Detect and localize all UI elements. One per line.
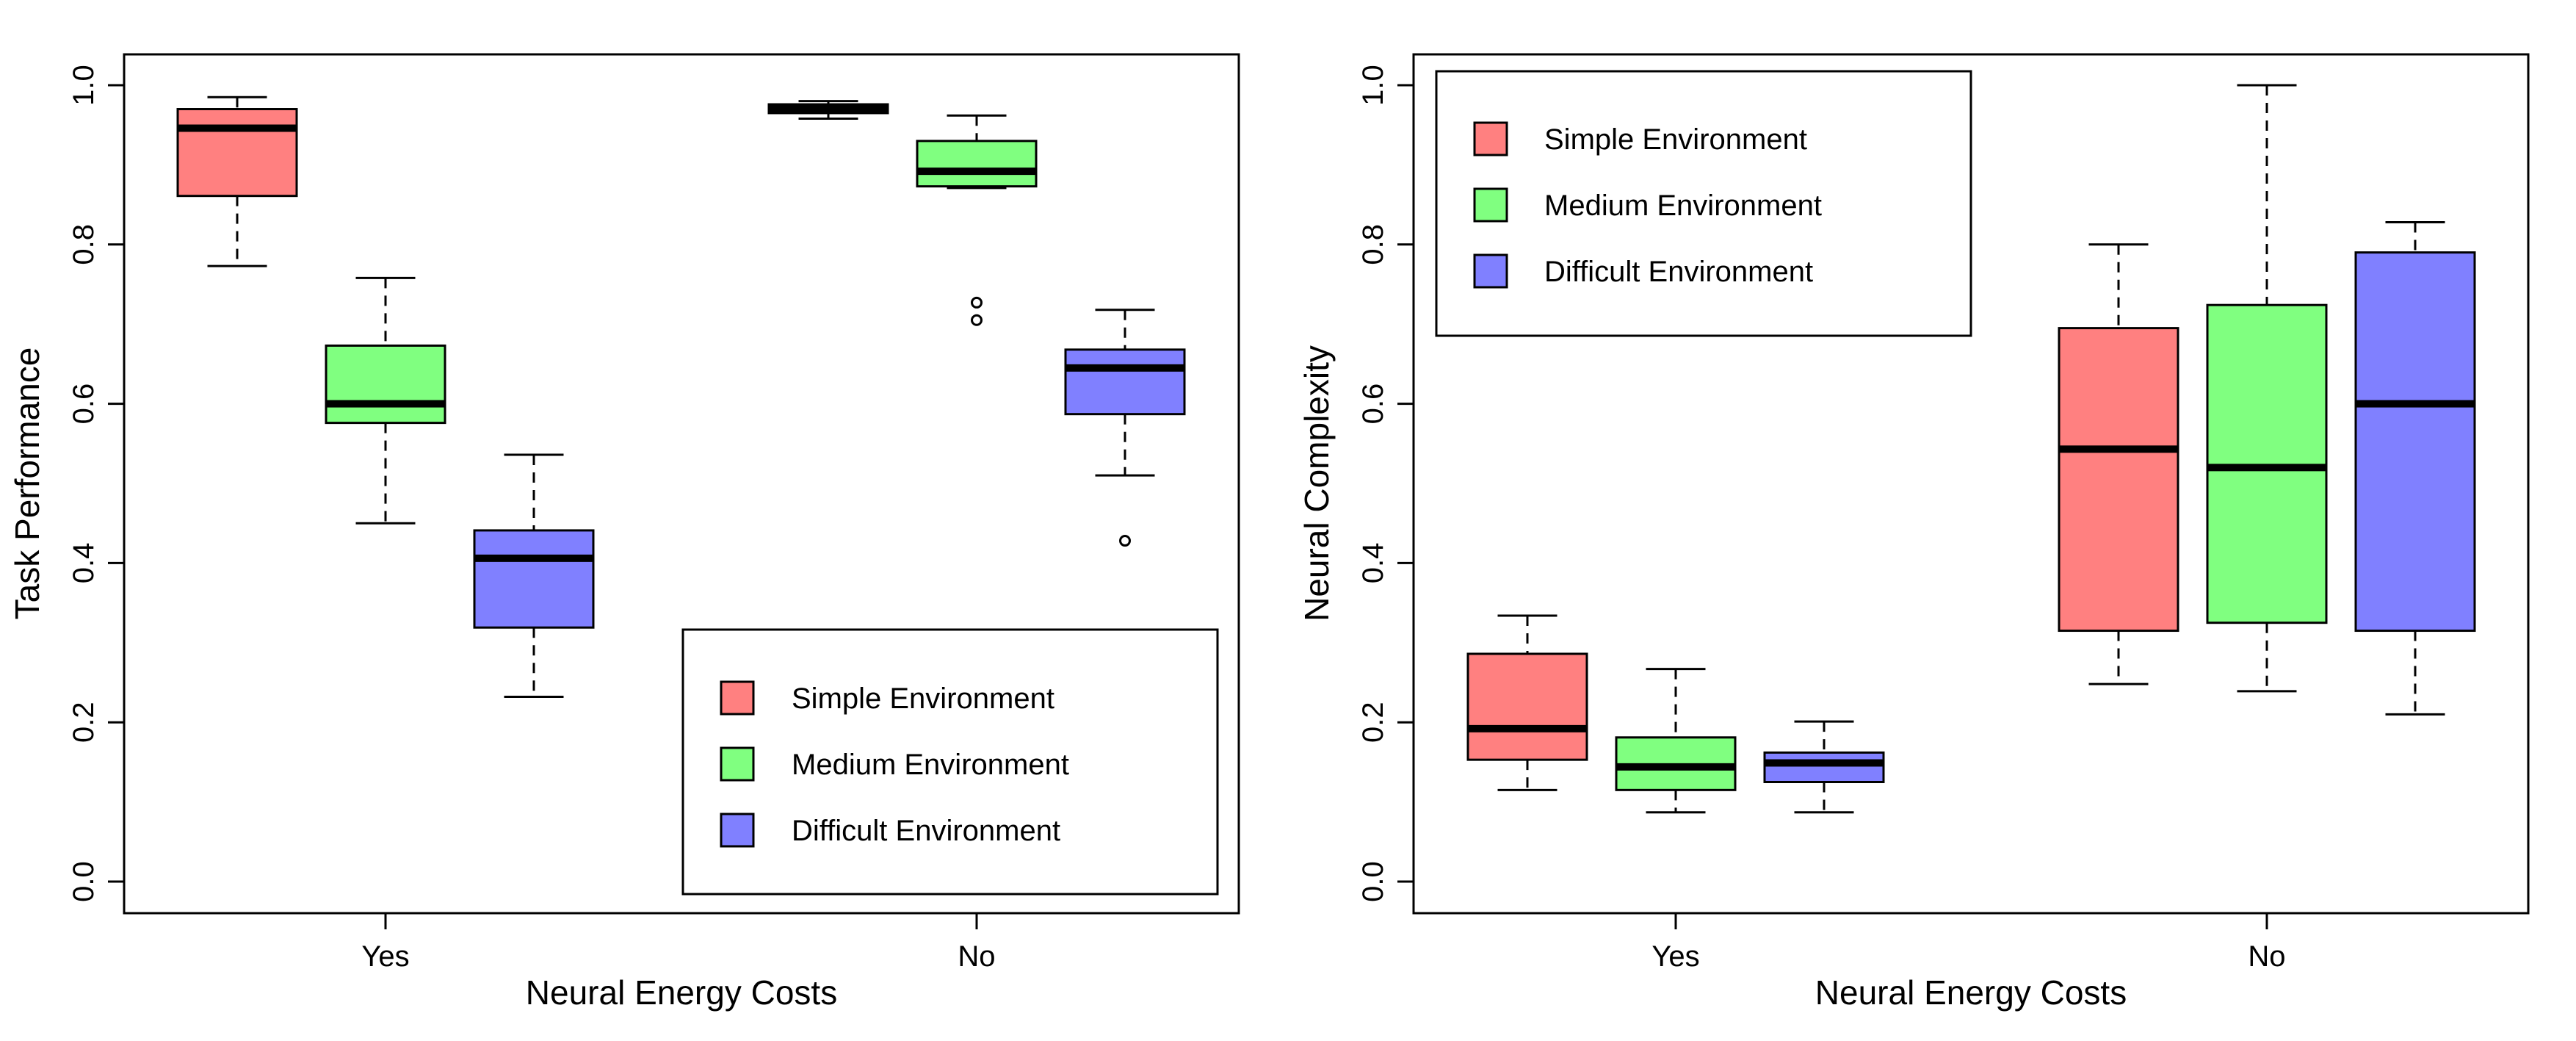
box-medium-environment-yes bbox=[325, 276, 446, 525]
y-tick-label: 0.4 bbox=[68, 543, 100, 584]
legend-label: Difficult Environment bbox=[792, 815, 1060, 847]
legend-swatch bbox=[1473, 187, 1508, 223]
y-tick-label: 1.0 bbox=[68, 65, 100, 106]
y-axis-label: Task Performance bbox=[8, 347, 46, 620]
x-axis-label: Neural Energy Costs bbox=[1815, 973, 2127, 1012]
box-iqr bbox=[325, 344, 446, 425]
chart-panel-2: 0.0 0.2 0.4 0.6 0.8 1.0 Yes No Neural Energy Cos… bbox=[1298, 53, 2530, 1012]
y-tick-label: 0.8 bbox=[68, 224, 100, 265]
legend-label: Medium Environment bbox=[792, 749, 1069, 781]
plot-frame bbox=[1412, 53, 2530, 915]
x-axis-label: Neural Energy Costs bbox=[526, 973, 837, 1012]
chart-panel-1: 0.0 0.2 0.4 0.6 0.8 1.0 Yes No Neural Energy Cos… bbox=[8, 53, 1240, 1012]
x-tick-label: Yes bbox=[361, 940, 409, 973]
plot-frame bbox=[123, 53, 1240, 915]
outlier-point bbox=[1119, 535, 1131, 547]
box-difficult-environment-no bbox=[1064, 309, 1186, 547]
y-tick-label: 0.6 bbox=[68, 383, 100, 425]
y-tick-label: 0.0 bbox=[1357, 861, 1389, 902]
box-simple-environment-yes bbox=[1466, 614, 1588, 791]
box-simple-environment-yes bbox=[176, 96, 298, 267]
y-tick-label: 0.2 bbox=[68, 702, 100, 743]
box-simple-environment-no bbox=[2058, 243, 2179, 685]
legend-swatch bbox=[1473, 121, 1508, 156]
legend-swatch bbox=[720, 813, 755, 848]
x-tick-label: No bbox=[958, 940, 995, 973]
box-medium-environment-no bbox=[2206, 84, 2328, 693]
legend-label: Simple Environment bbox=[792, 682, 1054, 715]
x-tick-label: Yes bbox=[1651, 940, 1699, 973]
legend-frame bbox=[681, 628, 1219, 896]
box-iqr bbox=[1763, 751, 1885, 783]
legend-frame bbox=[1435, 70, 1972, 337]
box-iqr bbox=[1064, 348, 1186, 416]
box-iqr bbox=[2058, 327, 2179, 633]
box-difficult-environment-no bbox=[2354, 220, 2476, 716]
outlier-point bbox=[971, 314, 983, 326]
box-iqr bbox=[176, 108, 298, 198]
box-simple-environment-no bbox=[767, 100, 889, 120]
box-medium-environment-no bbox=[916, 114, 1038, 326]
box-difficult-environment-yes bbox=[1763, 720, 1885, 814]
legend-swatch bbox=[720, 680, 755, 716]
legend-label: Difficult Environment bbox=[1544, 256, 1813, 288]
box-difficult-environment-yes bbox=[473, 453, 595, 699]
box-iqr bbox=[1466, 652, 1588, 761]
box-iqr bbox=[473, 529, 595, 629]
outlier-point bbox=[971, 296, 983, 309]
x-tick-label: No bbox=[2248, 940, 2285, 973]
box-medium-environment-yes bbox=[1615, 668, 1737, 814]
y-tick-label: 0.4 bbox=[1357, 543, 1389, 584]
legend-swatch bbox=[720, 746, 755, 782]
y-tick-label: 1.0 bbox=[1357, 65, 1389, 106]
legend-swatch bbox=[1473, 253, 1508, 289]
legend-label: Simple Environment bbox=[1544, 123, 1807, 156]
legend: Simple Environment Medium Environment Diff… bbox=[681, 628, 1219, 896]
box-iqr bbox=[916, 140, 1038, 188]
y-tick-label: 0.0 bbox=[68, 861, 100, 902]
y-tick-label: 0.8 bbox=[1357, 224, 1389, 265]
box-iqr bbox=[2354, 251, 2476, 633]
legend-label: Medium Environment bbox=[1544, 190, 1822, 222]
y-tick-label: 0.6 bbox=[1357, 383, 1389, 425]
legend: Simple Environment Medium Environment Diff… bbox=[1435, 70, 1972, 337]
y-tick-label: 0.2 bbox=[1357, 702, 1389, 743]
y-axis-label: Neural Complexity bbox=[1298, 345, 1336, 622]
